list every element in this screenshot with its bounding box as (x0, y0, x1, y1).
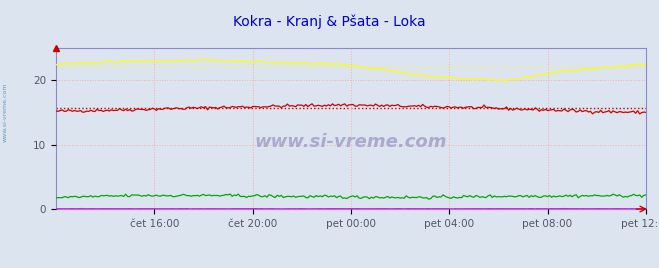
Text: www.si-vreme.com: www.si-vreme.com (3, 83, 8, 142)
Text: Kokra - Kranj & Pšata - Loka: Kokra - Kranj & Pšata - Loka (233, 15, 426, 29)
Text: www.si-vreme.com: www.si-vreme.com (254, 132, 447, 151)
